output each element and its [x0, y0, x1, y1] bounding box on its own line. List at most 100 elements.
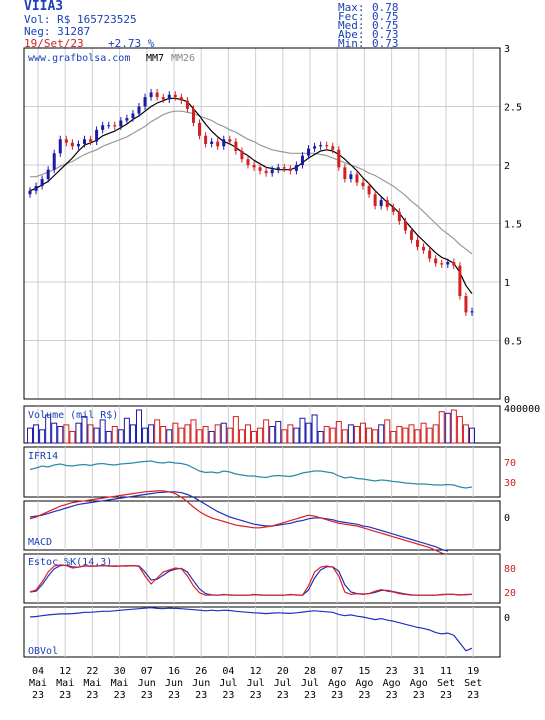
x-tick-label: Jul: [247, 678, 265, 689]
volume-bar: [75, 422, 82, 444]
volume-bar: [426, 427, 433, 444]
volume-bar: [105, 430, 112, 444]
volume-bar: [251, 430, 258, 444]
volume-bar: [123, 417, 130, 444]
candle-body: [240, 150, 244, 160]
volume-label: Volume (mil R$): [28, 410, 118, 421]
volume-bar: [353, 426, 360, 444]
volume-bar: [160, 426, 167, 444]
candle-body: [34, 186, 38, 191]
volume-bar: [432, 424, 439, 444]
x-tick-label: Ago: [328, 678, 346, 689]
candle-body: [458, 265, 462, 297]
macd-line: [29, 490, 449, 558]
stoch-tick-20: 20: [504, 588, 516, 599]
volume-bar: [408, 424, 415, 444]
ifr-label: IFR14: [28, 451, 58, 462]
candle-body: [143, 97, 147, 107]
candle-body: [361, 182, 365, 187]
x-tick-label: Ago: [383, 678, 401, 689]
x-tick-label: 07: [141, 666, 153, 677]
volume-bar: [257, 427, 264, 444]
volume-bar: [93, 427, 100, 444]
x-tick-label: 19: [467, 666, 479, 677]
candle-body: [258, 167, 262, 171]
x-tick-label: Mai: [29, 678, 47, 689]
volume-text: Vol: R$ 165723525: [24, 13, 137, 26]
candle-body: [70, 142, 74, 147]
mm26-label: MM26: [171, 53, 195, 64]
volume-bar: [335, 421, 342, 444]
volume-bar: [378, 424, 385, 444]
x-tick-label: 23: [331, 690, 343, 701]
x-tick-label: 23: [277, 690, 289, 701]
ifr-tick-30: 30: [504, 478, 516, 489]
volume-bar: [81, 416, 88, 444]
volume-bar: [372, 429, 379, 444]
volume-bar: [178, 427, 185, 444]
ifr-panel-frame: [23, 446, 501, 498]
candle-body: [52, 153, 56, 170]
volume-bar: [69, 430, 76, 444]
candle-body: [46, 169, 50, 180]
x-tick-label: 07: [331, 666, 343, 677]
obv-label: OBVol: [28, 646, 58, 657]
volume-bar: [154, 419, 161, 444]
candle-body: [76, 143, 80, 147]
candle-body: [409, 230, 413, 240]
volume-bar: [244, 424, 251, 444]
ifr-line: [29, 460, 473, 489]
x-tick-label: 23: [386, 666, 398, 677]
x-tick-label: 31: [413, 666, 425, 677]
candle-body: [391, 207, 395, 212]
volume-bar: [45, 414, 52, 444]
candle-body: [331, 146, 335, 150]
volume-bar: [347, 424, 354, 444]
x-tick-label: 23: [413, 690, 425, 701]
x-tick-label: Jul: [219, 678, 237, 689]
candle-body: [300, 155, 304, 165]
x-tick-label: 23: [141, 690, 153, 701]
candle-body: [355, 174, 359, 183]
volume-bar: [396, 426, 403, 444]
volume-bar: [33, 424, 40, 444]
candle-body: [228, 139, 232, 142]
volume-bar: [99, 419, 106, 444]
price-panel-border: [23, 47, 501, 400]
volume-bar: [269, 426, 276, 444]
candle-body: [95, 129, 99, 142]
candle-body: [416, 239, 420, 247]
candle-body: [276, 167, 280, 170]
volume-bar: [390, 430, 397, 444]
x-tick-label: 22: [86, 666, 98, 677]
volume-bar: [438, 411, 445, 444]
volume-bar: [226, 427, 233, 444]
price-tick-label: 1: [504, 278, 510, 289]
candle-body: [58, 139, 62, 154]
candle-body: [434, 258, 438, 264]
x-tick-label: 23: [32, 690, 44, 701]
candle-body: [101, 125, 105, 130]
x-tick-label: Set: [464, 678, 482, 689]
x-tick-label: 23: [222, 690, 234, 701]
candle-body: [125, 118, 129, 121]
volume-bar: [311, 414, 318, 444]
candle-body: [294, 165, 298, 171]
volume-bar: [238, 429, 245, 444]
price-tick-label: 3: [504, 44, 510, 55]
candle-body: [385, 200, 389, 208]
candle-body: [282, 167, 286, 169]
macd-tick-label: 0: [504, 513, 510, 524]
x-tick-label: 20: [277, 666, 289, 677]
obv-tick-label: 0: [504, 613, 510, 624]
candle-body: [246, 159, 250, 165]
x-tick-label: 23: [114, 690, 126, 701]
volume-bar: [444, 412, 451, 444]
volume-bar: [196, 429, 203, 444]
volume-bar: [166, 429, 173, 444]
stat-value-fec: 0.75: [372, 10, 399, 23]
volume-bar: [232, 416, 239, 444]
candle-body: [403, 221, 407, 231]
x-tick-label: 23: [59, 690, 71, 701]
volume-bar: [184, 424, 191, 444]
